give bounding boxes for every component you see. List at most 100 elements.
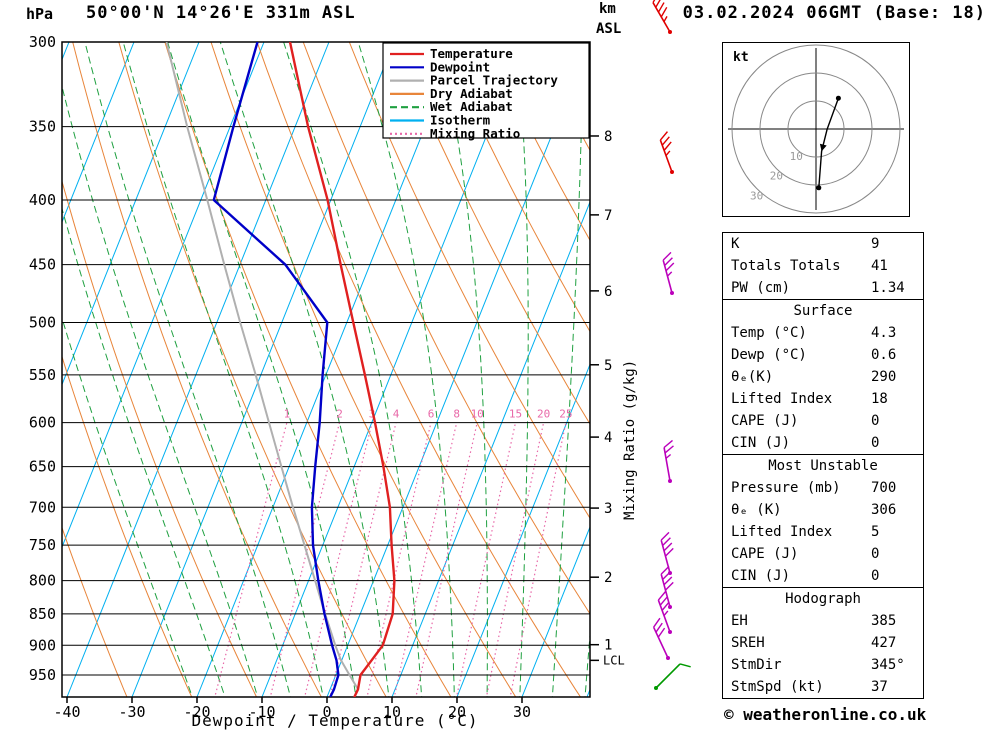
table-row: θₑ(K) 290 [723,366,923,388]
altitude-axis-unit-km: km [599,1,616,17]
mixing-ratio-label: 6 [428,408,435,421]
copyright-link[interactable]: © weatheronline.co.uk [724,705,927,724]
row-label: CIN (J) [731,435,791,451]
legend-box [382,42,590,139]
legend-label-wet-adiabat: Wet Adiabat [430,99,513,114]
barb-staff [660,573,671,608]
isotherm-line [261,42,525,697]
barb-full [662,537,671,546]
row-value: 18 [871,391,888,407]
barb-staff [657,599,671,633]
barb-half [663,610,669,617]
barb-full [660,531,670,541]
barb-staff [655,663,681,689]
dry-adiabat-line [441,42,590,333]
dry-adiabat-line [348,42,590,520]
table-row: Totals Totals 41 [723,255,923,277]
row-value: 345° [871,657,905,673]
legend-label-temperature: Temperature [430,46,513,61]
barb-full [663,141,672,151]
barb-full [655,0,661,8]
wet-adiabat-line [84,42,291,697]
km-tick-label: 8 [604,129,612,145]
legend-label-mixing-ratio: Mixing Ratio [430,126,520,141]
barb-full [662,251,672,261]
hodo-trace [818,97,840,188]
table-row: Pressure (mb) 700 [723,477,923,499]
row-value: 306 [871,502,897,518]
hodo-ring-label: 10 [790,150,803,163]
pressure-tick-label: 400 [29,191,56,209]
isotherm-line [521,525,590,697]
x-axis-title: Dewpoint / Temperature (°C) [191,711,478,730]
table-row: SREH 427 [723,632,923,654]
table-section-header: Most Unstable [768,458,878,474]
barb-full [657,2,665,13]
barb-half [665,150,671,157]
barb-base-dot [668,605,672,609]
barb-base-dot [668,479,672,483]
table-row: Temp (°C) 4.3 [723,322,923,344]
temp-tick-label: 10 [383,703,401,721]
legend-label-dry-adiabat: Dry Adiabat [430,86,513,101]
row-label: CAPE (J) [731,546,799,562]
barb-full [662,571,671,580]
wind-barb [652,617,670,660]
barb-staff [663,447,671,482]
dry-adiabat-line [72,42,322,697]
plot-border [61,41,591,698]
hodograph: kt 10 20 30 [722,42,910,217]
pressure-tick-label: 850 [29,605,56,623]
barb-full [660,6,668,18]
barb-full [663,439,673,449]
barb-base-dot [666,656,670,660]
altitude-axis-unit-asl: ASL [596,21,622,37]
barb-staff [662,259,673,294]
barb-full [653,617,661,628]
barb-full [655,622,663,633]
table-section: Hodograph EH 385 SREH 427 StmDir 345° StmSpd (k… [723,587,923,698]
pressure-tick-label: 600 [29,414,56,432]
wet-adiabat-line [283,42,423,697]
km-tick-label: 4 [604,430,612,446]
isotherm-line [62,42,135,224]
mixing-ratio-label: 2 [336,408,343,421]
km-tick-label: 5 [604,358,612,374]
barb-full [657,591,666,601]
legend-label-isotherm: Isotherm [430,113,491,128]
isotherm-line [196,42,460,697]
row-value: 41 [871,258,888,274]
row-value: 0 [871,546,880,562]
profile-curves [165,42,396,697]
km-tick-label: 3 [604,501,612,517]
run-datetime: 03.02.2024 06GMT (Base: 18) [682,3,986,23]
barb-full [664,445,674,454]
station-title: 50°00'N 14°26'E 331m ASL [86,3,356,23]
table-row: CAPE (J) 0 [723,410,923,432]
isotherm-line [62,42,265,549]
mixing-ratio-label: 25 [559,408,572,421]
barb-full [661,136,670,146]
pressure-tick-label: 900 [29,636,56,654]
row-value: 0.6 [871,347,897,363]
isotherm-line [0,42,4,697]
hodo-ring [759,72,873,186]
row-value: 4.3 [871,325,897,341]
indices-table: K 9 Totals Totals 41 PW (cm) 1.34 Surface Temp … [722,232,924,699]
parcel-trajectory-curve [165,42,359,697]
barb-full [660,565,670,575]
isotherm-line [391,200,590,697]
km-tick-label: 6 [604,284,612,300]
row-label: CAPE (J) [731,413,799,429]
row-label: StmSpd (kt) [731,679,824,695]
pressure-tick-label: 500 [29,314,56,332]
hodograph-unit-label: kt [733,50,749,65]
hodo-trace-start-dot [835,95,841,101]
lcl-label: LCL [603,653,625,667]
table-section: Most Unstable Pressure (mb) 700 θₑ (K) 306 Li… [723,454,923,587]
row-label: θₑ (K) [731,502,782,518]
wet-adiabat-line [219,42,390,697]
